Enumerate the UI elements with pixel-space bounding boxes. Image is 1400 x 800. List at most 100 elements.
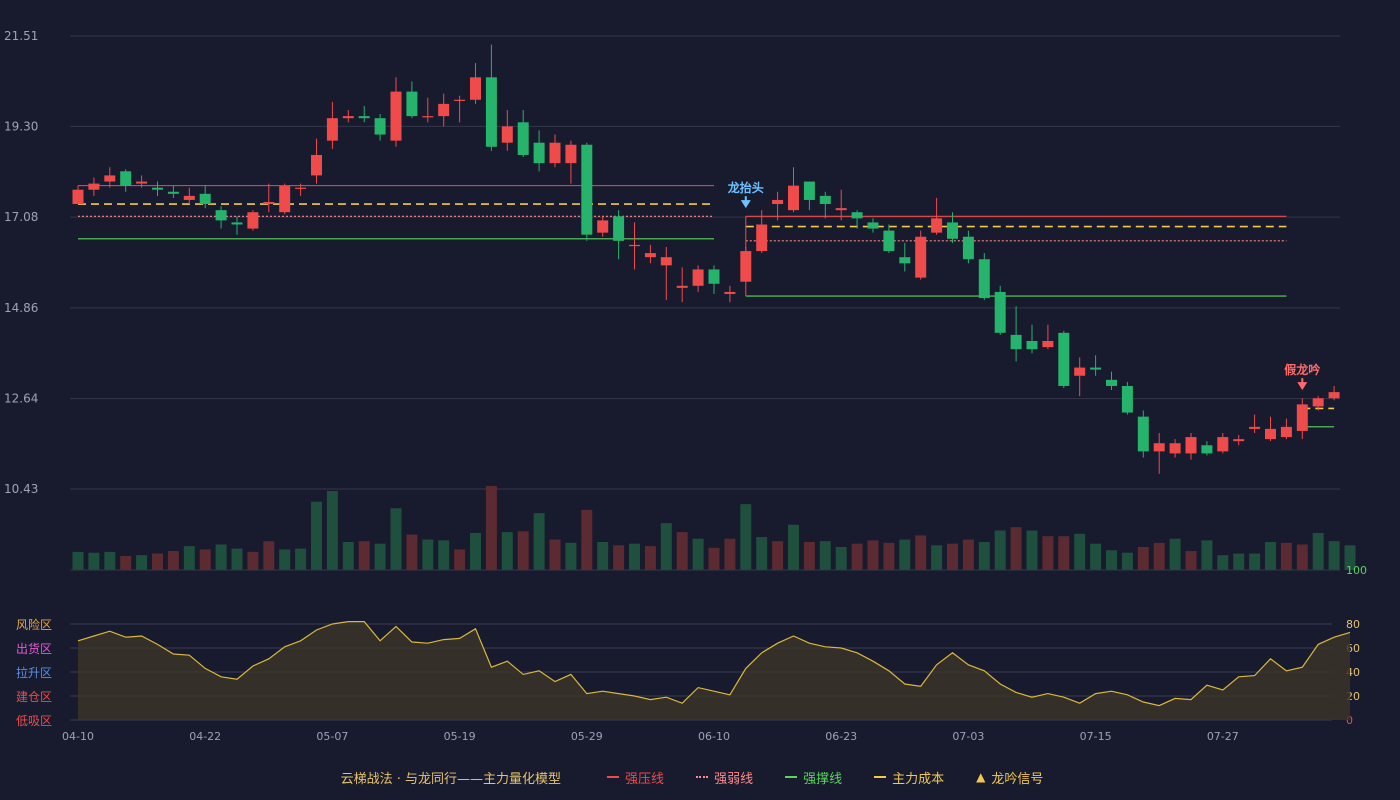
candle-body [1280, 426, 1292, 438]
candle-body [772, 199, 784, 205]
x-tick-label: 04-22 [189, 730, 221, 743]
volume-bar [1201, 540, 1213, 570]
x-tick-label: 05-07 [316, 730, 348, 743]
candle-body [422, 116, 434, 118]
volume-bar [1121, 552, 1133, 570]
candle-body [883, 230, 895, 252]
candle-body [1265, 428, 1276, 440]
candle-body [994, 291, 1006, 333]
candle-body [215, 210, 227, 221]
price-tick-label: 21.51 [4, 29, 38, 43]
volume-bar [517, 531, 529, 570]
x-tick-label: 06-23 [825, 730, 857, 743]
legend-swatch-strong-support [785, 776, 798, 778]
candle-body [1090, 367, 1102, 370]
candle-body [1042, 340, 1054, 348]
legend-item-strength-line[interactable]: 强弱线 [696, 768, 753, 787]
candle-body [501, 126, 513, 143]
candle-body [311, 154, 322, 176]
zone-label: 低吸区 [16, 714, 52, 728]
volume-bar [851, 543, 863, 570]
candle-body [788, 185, 799, 211]
legend-item-dragon-signal[interactable]: ▲ 龙吟信号 [976, 768, 1043, 787]
volume-bar [962, 539, 974, 570]
volume-bar [867, 540, 879, 570]
candle-body [136, 181, 148, 184]
volume-bar [1312, 532, 1324, 570]
x-tick-label: 04-10 [62, 730, 94, 743]
candle-body [1249, 426, 1261, 429]
candle-body [1058, 332, 1070, 386]
zone-label: 拉升区 [16, 665, 52, 680]
signal-label: 假龙吟 [1284, 362, 1320, 377]
volume-bar [676, 532, 688, 570]
legend-label-strong-support: 强撑线 [803, 771, 843, 787]
x-tick-label: 07-03 [952, 730, 984, 743]
candle-body [533, 142, 545, 164]
candle-body [1106, 379, 1117, 386]
volume-bar [374, 543, 386, 570]
candle-body [247, 212, 259, 229]
legend-swatch-main-cost [874, 776, 887, 778]
candle-body [1121, 385, 1133, 413]
candle-body [1296, 404, 1308, 431]
price-tick-label: 14.86 [4, 301, 38, 315]
legend-swatch-strength-line [696, 776, 709, 778]
candle-body [470, 77, 481, 100]
volume-bar [1026, 530, 1038, 570]
candle-body [1010, 334, 1022, 350]
candle-body [931, 218, 943, 233]
candle-body [708, 269, 720, 284]
candle-body [72, 189, 84, 205]
x-tick-label: 07-15 [1080, 730, 1112, 743]
candle-body [199, 193, 211, 205]
legend-item-main-cost[interactable]: 主力成本 [874, 768, 944, 787]
volume-bar [406, 534, 418, 570]
volume-bar [199, 549, 211, 570]
volume-bar [947, 543, 958, 570]
volume-bar [342, 542, 354, 570]
candle-body [1153, 443, 1165, 452]
x-tick-label: 05-19 [444, 730, 476, 743]
chart-legend: 云梯战法 · 与龙同行——主力量化模型 强压线 强弱线 强撑线 主力成本 ▲ 龙… [0, 766, 1400, 788]
legend-label-strong-pressure: 强压线 [625, 771, 665, 787]
volume-bar [597, 542, 609, 570]
volume-bar [88, 552, 100, 570]
triangle-icon: ▲ [976, 770, 986, 784]
volume-bar [835, 546, 847, 570]
candle-body [485, 77, 497, 147]
legend-item-strong-support[interactable]: 强撑线 [785, 768, 842, 787]
zone-label: 建仓区 [16, 690, 52, 704]
candle-body [152, 187, 163, 190]
volume-bar [1010, 527, 1022, 570]
legend-label-dragon-signal: 龙吟信号 [991, 771, 1044, 787]
price-tick-label: 10.43 [4, 482, 38, 496]
candle-body [1026, 340, 1038, 350]
volume-bar [613, 545, 625, 570]
candle-body [1312, 398, 1324, 407]
volume-bar [708, 547, 720, 570]
candle-body [756, 224, 768, 252]
candle-body [613, 216, 625, 241]
volume-bar [501, 532, 513, 570]
volume-bar [72, 551, 84, 570]
volume-bar [326, 490, 338, 570]
indicator-area [78, 621, 1350, 720]
volume-bar [899, 539, 911, 570]
volume-bar [1153, 542, 1165, 570]
volume-bar [1074, 533, 1086, 570]
candle-body [374, 118, 386, 135]
signal-label: 龙抬头 [728, 180, 764, 195]
candle-body [406, 91, 418, 117]
volume-bar [438, 540, 450, 570]
volume-bar [215, 544, 227, 570]
candle-body [899, 257, 911, 264]
volume-bar [644, 546, 656, 570]
legend-item-strong-pressure[interactable]: 强压线 [607, 768, 664, 787]
volume-bar [1185, 551, 1197, 570]
candle-body [644, 253, 656, 258]
volume-bar [1090, 543, 1102, 570]
candle-body [676, 285, 688, 288]
volume-bar [692, 538, 704, 570]
candle-body [978, 259, 990, 299]
